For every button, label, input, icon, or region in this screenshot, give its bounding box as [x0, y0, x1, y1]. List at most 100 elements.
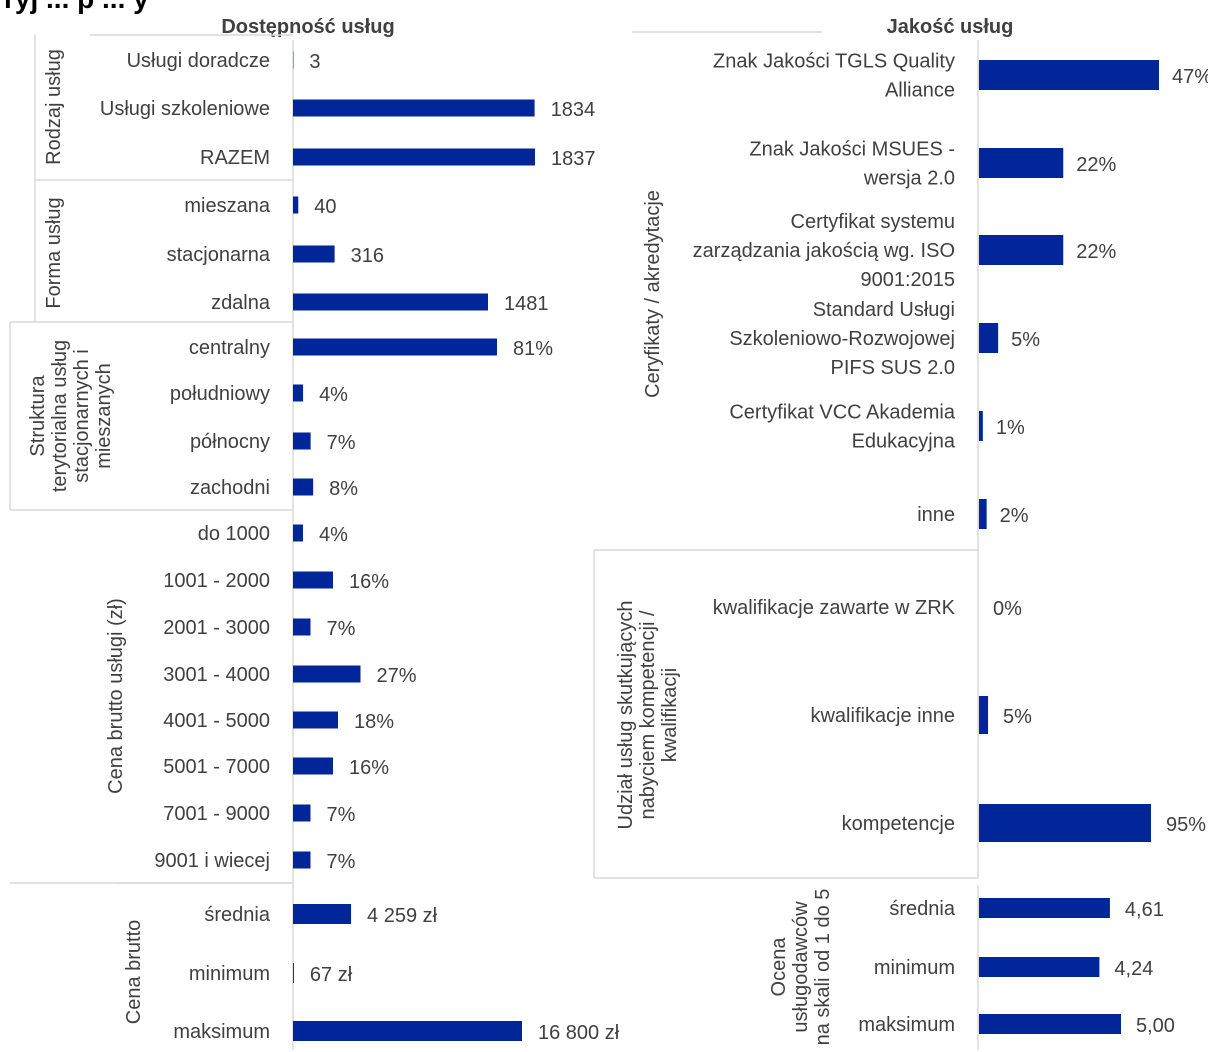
bar-zdalna	[293, 293, 488, 311]
value-label-maksimum: 16 800 zł	[538, 1022, 620, 1044]
value-label-znak-jakosci-msues-wersja-2-0: 22%	[1076, 154, 1116, 176]
quality-panel: Jakość usług Ceryfikaty / akredytacje Znak…	[593, 16, 1208, 1050]
value-label-do-1000: 4%	[319, 524, 348, 546]
bar-centralny	[293, 338, 497, 356]
bar-4001-5000	[293, 711, 338, 729]
bar-zachodni	[293, 478, 314, 496]
bar-2001-3000	[293, 618, 311, 636]
value-label-5001-7000: 16%	[349, 757, 389, 779]
group-label-cena-brutto: Cena brutto	[123, 920, 145, 1025]
bar-do-1000	[293, 524, 303, 542]
value-label-kwalifikacje-zawarte-w-zrk: 0%	[993, 598, 1022, 620]
category-label-kwalifikacje-inne: kwalifikacje inne	[810, 705, 955, 727]
bar-uslugi-szkoleniowe	[293, 99, 535, 117]
page-title-fragment: ryj ... p ... y	[4, 0, 149, 14]
category-label-kwalifikacje-zawarte-w-zrk: kwalifikacje zawarte w ZRK	[713, 597, 956, 619]
value-label-centralny: 81%	[513, 338, 553, 360]
category-label-uslugi-doradcze: Usługi doradcze	[127, 50, 270, 72]
bar-poludniowy	[293, 384, 304, 402]
value-label-7001-9000: 7%	[327, 804, 356, 826]
category-label-znak-jakosci-msues-wersja-2-0: Znak Jakości MSUES -wersja 2.0	[749, 139, 955, 190]
bar-certyfikat-vcc-akademia-edukacyjna	[979, 411, 983, 441]
value-label-minimum: 4,24	[1114, 958, 1153, 980]
bar-razem	[293, 148, 535, 166]
group-label-cena-brutto-uslugi-zl: Cena brutto usługi (zł)	[105, 598, 127, 794]
category-label-do-1000: do 1000	[198, 523, 270, 545]
category-label-zdalna: zdalna	[211, 292, 271, 314]
bar-znak-jakosci-msues-wersja-2-0	[979, 148, 1064, 178]
value-label-uslugi-doradcze: 3	[309, 51, 320, 73]
group-label-struktura-terytorialna-uslug-stacjonarnych-i-mieszanych: Strukturaterytorialna usługstacjonarnych…	[27, 340, 115, 492]
category-label-centralny: centralny	[189, 337, 270, 359]
category-label-zachodni: zachodni	[190, 477, 270, 499]
group-label-rodzaj-uslug: Rodzaj usług	[43, 49, 65, 165]
category-label-srednia: średnia	[204, 904, 270, 926]
bar-znak-jakosci-tgls-quality-alliance	[979, 60, 1159, 90]
category-label-7001-9000: 7001 - 9000	[163, 803, 270, 825]
category-label-4001-5000: 4001 - 5000	[163, 710, 270, 732]
category-label-5001-7000: 5001 - 7000	[163, 756, 270, 778]
category-label-minimum: minimum	[874, 957, 955, 979]
value-label-inne: 2%	[1000, 505, 1029, 527]
category-label-poludniowy: południowy	[170, 383, 270, 405]
availability-panel: Dostępność usług Rodzaj usług Usługi dorad…	[9, 16, 620, 1050]
value-label-stacjonarna: 316	[351, 245, 384, 267]
value-label-kompetencje: 95%	[1166, 814, 1206, 836]
value-label-certyfikat-systemu-zarzadzania-jakoscia-wg-iso-9001-2015: 22%	[1076, 241, 1116, 263]
bar-minimum	[979, 957, 1100, 977]
bar-5001-7000	[293, 757, 333, 775]
value-label-1001-2000: 16%	[349, 571, 389, 593]
category-label-2001-3000: 2001 - 3000	[163, 617, 270, 639]
value-label-zachodni: 8%	[329, 478, 358, 500]
bar-srednia	[979, 898, 1110, 918]
value-label-znak-jakosci-tgls-quality-alliance: 47%	[1172, 66, 1208, 88]
bar-9001-i-wiecej	[293, 851, 311, 869]
category-label-kompetencje: kompetencje	[842, 813, 955, 835]
bar-kompetencje	[979, 804, 1151, 842]
value-label-srednia: 4 259 zł	[367, 905, 438, 927]
value-label-standard-uslugi-szkoleniowo-rozwojowej-pifs-sus-2-0: 5%	[1011, 329, 1040, 351]
group-label-udzial-uslug-skutkujacych-nabyciem-kompetencji-kwalifikacji: Udział usług skutkującychnabyciem kompet…	[615, 601, 681, 830]
value-label-polnocny: 7%	[327, 432, 356, 454]
bar-maksimum	[979, 1014, 1121, 1034]
group-label-ocena-uslugodawcow-na-skali-od-1-do-5: Ocenausługodawcówna skali od 1 do 5	[768, 889, 834, 1046]
value-label-minimum: 67 zł	[310, 964, 353, 986]
group-label-ceryfikaty-akredytacje: Ceryfikaty / akredytacje	[642, 190, 664, 398]
category-label-srednia: średnia	[889, 898, 955, 920]
bar-srednia	[293, 904, 352, 924]
category-label-9001-i-wiecej: 9001 i wiecej	[154, 850, 270, 872]
availability-panel-title: Dostępność usług	[221, 16, 394, 38]
bar-stacjonarna	[293, 245, 335, 263]
category-label-maksimum: maksimum	[173, 1021, 270, 1043]
value-label-razem: 1837	[551, 148, 596, 170]
category-label-minimum: minimum	[189, 963, 270, 985]
value-label-4001-5000: 18%	[354, 711, 394, 733]
category-label-znak-jakosci-tgls-quality-alliance: Znak Jakości TGLS Quality Alliance	[713, 51, 955, 102]
category-label-1001-2000: 1001 - 2000	[163, 570, 270, 592]
value-label-mieszana: 40	[314, 196, 336, 218]
category-label-maksimum: maksimum	[858, 1014, 955, 1036]
category-label-mieszana: mieszana	[184, 195, 270, 217]
bar-maksimum	[293, 1021, 522, 1041]
category-label-standard-uslugi-szkoleniowo-rozwojowej-pifs-sus-2-0: Standard Usługi Szkoleniowo-Rozwojowej PIF…	[729, 299, 955, 379]
value-label-srednia: 4,61	[1125, 899, 1164, 921]
value-label-uslugi-szkoleniowe: 1834	[551, 99, 596, 121]
quality-panel-title: Jakość usług	[887, 16, 1014, 38]
category-label-certyfikat-systemu-zarzadzania-jakoscia-wg-iso-9001-2015: Certyfikat systemu zarządzania jakością w…	[693, 211, 955, 291]
bar-standard-uslugi-szkoleniowo-rozwojowej-pifs-sus-2-0	[979, 323, 999, 353]
bar-1001-2000	[293, 571, 333, 589]
bar-minimum	[293, 963, 294, 983]
bar-mieszana	[293, 196, 299, 214]
bar-7001-9000	[293, 804, 311, 822]
value-label-3001-4000: 27%	[377, 665, 417, 687]
category-label-3001-4000: 3001 - 4000	[163, 664, 270, 686]
category-label-razem: RAZEM	[200, 147, 270, 169]
category-label-uslugi-szkoleniowe: Usługi szkoleniowe	[100, 98, 270, 120]
value-label-9001-i-wiecej: 7%	[327, 851, 356, 873]
value-label-poludniowy: 4%	[319, 384, 348, 406]
bar-kwalifikacje-inne	[979, 696, 989, 734]
category-label-polnocny: północny	[190, 431, 270, 453]
value-label-maksimum: 5,00	[1136, 1015, 1175, 1037]
bar-3001-4000	[293, 665, 361, 683]
